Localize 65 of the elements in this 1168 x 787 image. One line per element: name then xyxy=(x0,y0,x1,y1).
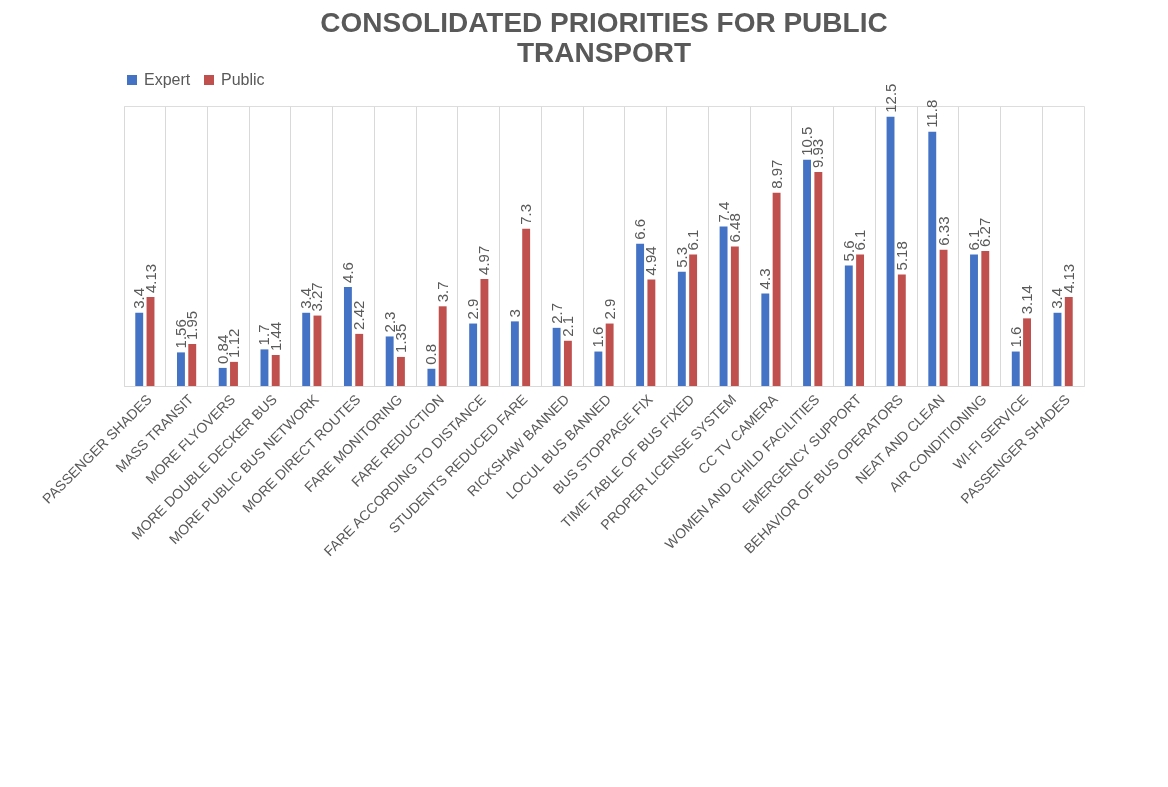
data-label: 6.33 xyxy=(934,216,952,246)
bar xyxy=(302,312,311,386)
bar xyxy=(803,159,811,386)
data-label: 8.97 xyxy=(767,159,785,189)
bar xyxy=(730,246,739,386)
data-label: 5.18 xyxy=(892,241,910,271)
bar xyxy=(856,254,865,386)
bar xyxy=(260,349,269,386)
bar xyxy=(552,327,561,386)
data-label: 4.6 xyxy=(338,262,356,283)
bar xyxy=(135,312,144,386)
chart-title: CONSOLIDATED PRIORITIES FOR PUBLIC TRANSPORT xyxy=(320,7,888,68)
bar xyxy=(605,323,614,386)
bar xyxy=(981,250,990,386)
bar xyxy=(522,228,531,386)
bar xyxy=(1011,351,1020,386)
data-label: 2.9 xyxy=(464,298,482,320)
data-label: 2.9 xyxy=(600,298,618,320)
bar xyxy=(427,368,436,386)
bar xyxy=(970,254,978,386)
bar xyxy=(772,192,781,386)
data-label: 3.7 xyxy=(433,281,451,303)
bar xyxy=(689,254,698,386)
bar xyxy=(188,344,197,386)
data-label: 2.42 xyxy=(350,300,368,330)
bar xyxy=(677,271,686,386)
bar xyxy=(1023,318,1031,386)
data-label: 1.6 xyxy=(589,326,607,348)
legend-label: Public xyxy=(221,71,265,88)
data-label: 12.5 xyxy=(881,83,899,113)
bar xyxy=(510,321,519,386)
data-label: 3 xyxy=(505,309,523,318)
data-label: 6.6 xyxy=(631,218,649,240)
bar xyxy=(719,226,728,386)
data-label: 7.3 xyxy=(517,203,535,225)
bar xyxy=(647,279,656,386)
bar xyxy=(928,131,937,386)
bar xyxy=(594,351,603,386)
bar xyxy=(177,352,185,386)
bar xyxy=(469,323,478,386)
bar xyxy=(939,249,948,386)
bar xyxy=(844,265,853,386)
data-label: 4.97 xyxy=(475,245,493,275)
bar xyxy=(563,340,572,386)
bar xyxy=(397,356,405,386)
bar xyxy=(343,286,352,386)
data-label: 11.8 xyxy=(923,99,941,128)
legend-label: Expert xyxy=(144,71,191,88)
data-label: 3.14 xyxy=(1018,285,1036,315)
bar xyxy=(1064,297,1073,386)
bar xyxy=(355,333,364,386)
data-label: 4.3 xyxy=(756,268,774,290)
bar xyxy=(897,274,906,386)
data-label: 4.94 xyxy=(642,246,660,276)
bar xyxy=(814,172,823,386)
bar xyxy=(385,336,394,386)
bar xyxy=(218,367,227,386)
bar xyxy=(761,293,770,386)
bar xyxy=(636,243,645,386)
data-label: 1.6 xyxy=(1006,326,1024,348)
bar xyxy=(230,361,238,386)
bar xyxy=(271,354,280,386)
bar xyxy=(480,278,489,386)
bar xyxy=(438,306,447,386)
data-label: 0.8 xyxy=(422,343,440,365)
